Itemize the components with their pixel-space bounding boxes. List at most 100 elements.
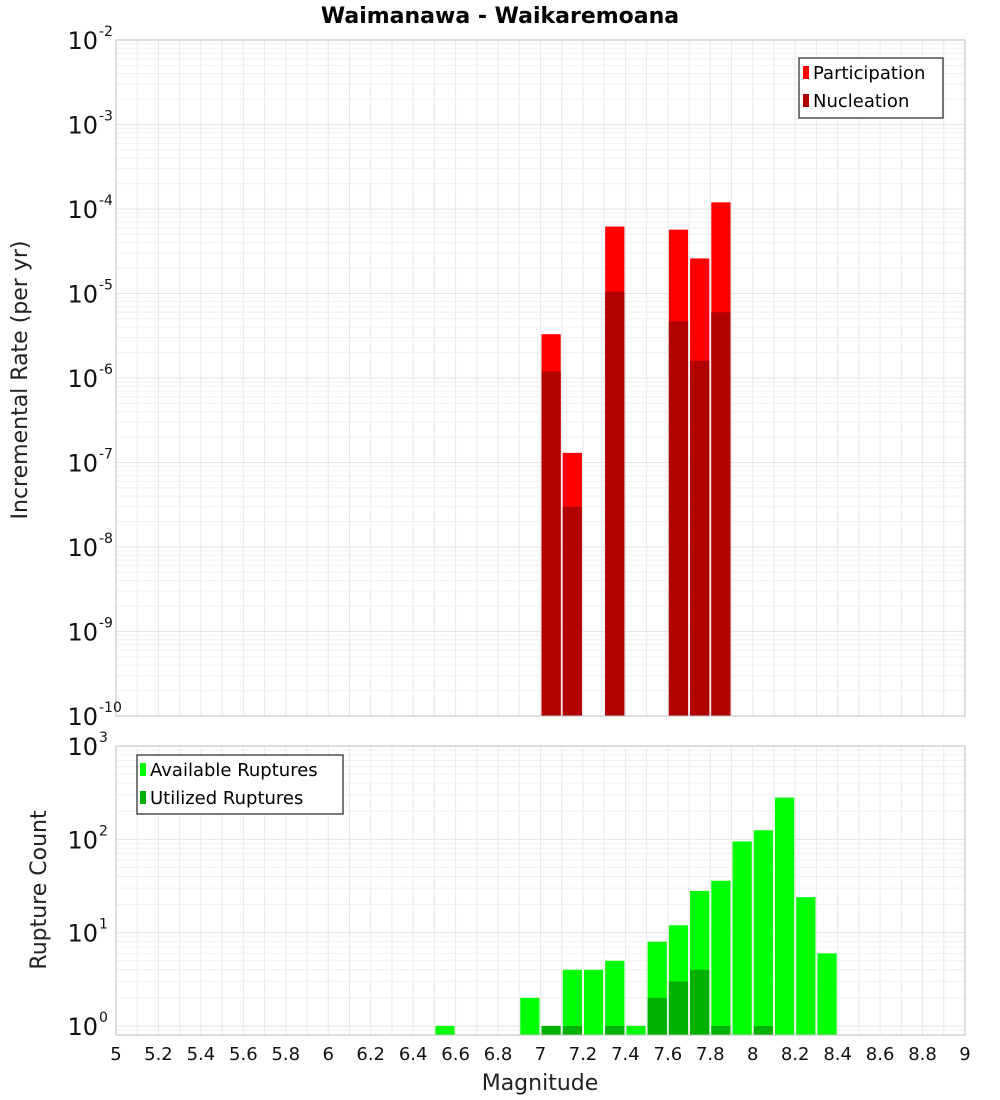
x-tick-label: 7.8 (696, 1044, 725, 1065)
bar-nucleation (668, 321, 689, 716)
legend-swatch-participation (803, 66, 809, 79)
top-y-tick-labels: 10-210-310-410-510-610-710-810-910-10 (67, 24, 121, 731)
x-tick-label: 7.6 (654, 1044, 683, 1065)
bar-utilized-ruptures (711, 1025, 731, 1035)
legend-label-participation: Participation (813, 63, 925, 84)
y-tick-label: 10 (67, 112, 98, 140)
y-tick-exponent: -4 (99, 193, 113, 209)
y-tick-label: 10 (67, 733, 98, 761)
bar-available-ruptures (562, 969, 582, 1035)
x-tick-label: 5.4 (187, 1044, 216, 1065)
legend-swatch-available-ruptures (140, 763, 146, 776)
x-tick-label: 8 (747, 1044, 758, 1065)
legend-swatch-nucleation (803, 94, 809, 107)
bar-nucleation (541, 371, 561, 716)
x-tick-label: 6.6 (441, 1044, 470, 1065)
bar-nucleation (562, 506, 582, 716)
x-tick-label: 9 (959, 1044, 970, 1065)
x-tick-label: 7.4 (611, 1044, 640, 1065)
bottom-plot-frame (115, 745, 966, 1036)
y-tick-exponent: 0 (99, 1010, 108, 1026)
y-tick-label: 10 (67, 920, 98, 948)
y-tick-exponent: 3 (99, 730, 108, 746)
bar-nucleation (711, 312, 731, 716)
bar-available-ruptures (753, 830, 773, 1035)
bar-available-ruptures (583, 969, 604, 1035)
top-grid (115, 40, 966, 717)
x-tick-label: 5.6 (229, 1044, 258, 1065)
bottom-bars (435, 797, 837, 1035)
bar-available-ruptures (626, 1025, 646, 1035)
y-tick-label: 10 (67, 365, 98, 393)
x-tick-label: 6.4 (399, 1044, 428, 1065)
y-tick-label: 10 (67, 534, 98, 562)
top-y-axis-label: Incremental Rate (per yr) (8, 241, 33, 520)
x-tick-label: 8.2 (781, 1044, 810, 1065)
legend-swatch-utilized-ruptures (140, 791, 146, 804)
x-tick-label: 5 (110, 1044, 121, 1065)
y-tick-exponent: 1 (99, 917, 108, 933)
x-tick-label: 6.2 (356, 1044, 385, 1065)
y-tick-exponent: -10 (99, 700, 122, 716)
bar-utilized-ruptures (541, 1025, 561, 1035)
legend-label-utilized-ruptures: Utilized Ruptures (150, 788, 303, 809)
y-tick-exponent: -7 (99, 447, 113, 463)
y-tick-exponent: -9 (99, 616, 113, 632)
chart-title: Waimanawa - Waikaremoana (321, 4, 679, 29)
bar-utilized-ruptures (668, 981, 689, 1035)
y-tick-label: 10 (67, 1013, 98, 1041)
top-legend: Participation Nucleation (798, 57, 944, 119)
bar-available-ruptures (732, 841, 752, 1035)
bar-available-ruptures (796, 897, 816, 1035)
x-tick-label: 8.4 (823, 1044, 852, 1065)
y-tick-exponent: -6 (99, 362, 113, 378)
x-axis-label: Magnitude (482, 1071, 599, 1096)
bar-utilized-ruptures (690, 969, 710, 1035)
y-tick-label: 10 (67, 27, 98, 55)
x-tick-label: 5.8 (271, 1044, 300, 1065)
bar-available-ruptures (774, 797, 795, 1035)
bottom-legend-box (136, 754, 344, 815)
top-bars (541, 202, 731, 716)
x-tick-label: 6.8 (484, 1044, 513, 1065)
legend-label-available-ruptures: Available Ruptures (150, 760, 318, 781)
y-tick-exponent: -8 (99, 531, 113, 547)
top-plot-panel: 10-210-310-410-510-610-710-810-910-10 In… (8, 24, 966, 731)
y-tick-exponent: -2 (99, 24, 113, 40)
bottom-y-axis-label: Rupture Count (27, 810, 52, 970)
x-tick-label: 8.8 (908, 1044, 937, 1065)
y-tick-label: 10 (67, 450, 98, 478)
x-tick-label: 5.2 (144, 1044, 173, 1065)
bar-nucleation (605, 291, 625, 716)
legend-label-nucleation: Nucleation (813, 91, 909, 112)
bar-utilized-ruptures (562, 1025, 582, 1035)
bottom-legend: Available Ruptures Utilized Ruptures (136, 754, 344, 815)
bar-utilized-ruptures (605, 1025, 625, 1035)
y-tick-label: 10 (67, 196, 98, 224)
bar-utilized-ruptures (647, 997, 667, 1035)
y-tick-label: 10 (67, 826, 98, 854)
bar-available-ruptures (520, 997, 540, 1035)
y-tick-label: 10 (67, 619, 98, 647)
y-tick-label: 10 (67, 281, 98, 309)
y-tick-label: 10 (67, 703, 98, 731)
x-tick-labels: 5 5.2 5.4 5.6 5.8 6 6.2 6.4 6.6 6.8 7 7.2 7.4 7.6 7.8 8… (110, 1044, 970, 1065)
y-tick-exponent: 2 (99, 823, 108, 839)
bar-available-ruptures (435, 1025, 455, 1035)
bar-utilized-ruptures (753, 1025, 773, 1035)
x-tick-label: 7 (535, 1044, 546, 1065)
x-tick-label: 6 (323, 1044, 334, 1065)
bar-available-ruptures (817, 953, 837, 1035)
top-legend-box (798, 57, 944, 119)
bar-available-ruptures (605, 960, 625, 1035)
top-plot-frame (115, 39, 966, 717)
bar-available-ruptures (711, 880, 731, 1035)
x-tick-label: 7.2 (569, 1044, 598, 1065)
x-tick-label: 8.6 (866, 1044, 895, 1065)
y-tick-exponent: -5 (99, 278, 113, 294)
y-tick-exponent: -3 (99, 109, 113, 125)
bar-nucleation (690, 360, 710, 716)
